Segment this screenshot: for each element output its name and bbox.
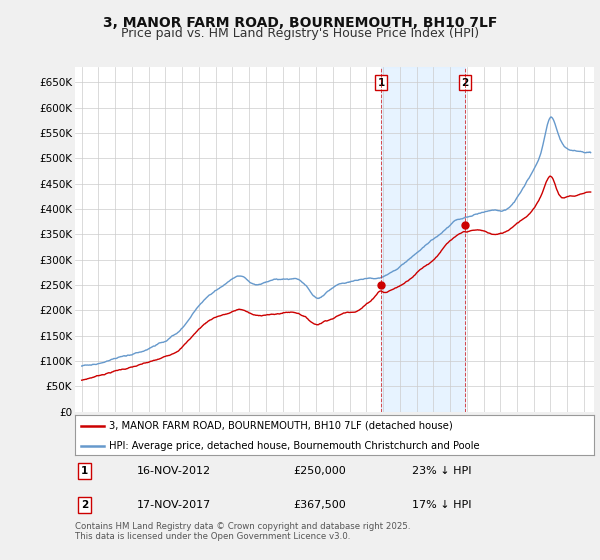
Text: 16-NOV-2012: 16-NOV-2012	[137, 466, 211, 476]
Text: HPI: Average price, detached house, Bournemouth Christchurch and Poole: HPI: Average price, detached house, Bour…	[109, 441, 479, 451]
Text: 3, MANOR FARM ROAD, BOURNEMOUTH, BH10 7LF: 3, MANOR FARM ROAD, BOURNEMOUTH, BH10 7L…	[103, 16, 497, 30]
Text: 23% ↓ HPI: 23% ↓ HPI	[412, 466, 472, 476]
Bar	[381, 67, 465, 412]
Text: 1: 1	[81, 466, 88, 476]
Text: 2: 2	[461, 78, 469, 88]
Text: Price paid vs. HM Land Registry's House Price Index (HPI): Price paid vs. HM Land Registry's House …	[121, 27, 479, 40]
Text: £250,000: £250,000	[293, 466, 346, 476]
Text: £367,500: £367,500	[293, 500, 346, 510]
Text: 17% ↓ HPI: 17% ↓ HPI	[412, 500, 472, 510]
Text: 2: 2	[81, 500, 88, 510]
Text: 3, MANOR FARM ROAD, BOURNEMOUTH, BH10 7LF (detached house): 3, MANOR FARM ROAD, BOURNEMOUTH, BH10 7L…	[109, 421, 452, 431]
Text: 17-NOV-2017: 17-NOV-2017	[137, 500, 212, 510]
Text: 1: 1	[377, 78, 385, 88]
Text: Contains HM Land Registry data © Crown copyright and database right 2025.
This d: Contains HM Land Registry data © Crown c…	[75, 522, 410, 542]
